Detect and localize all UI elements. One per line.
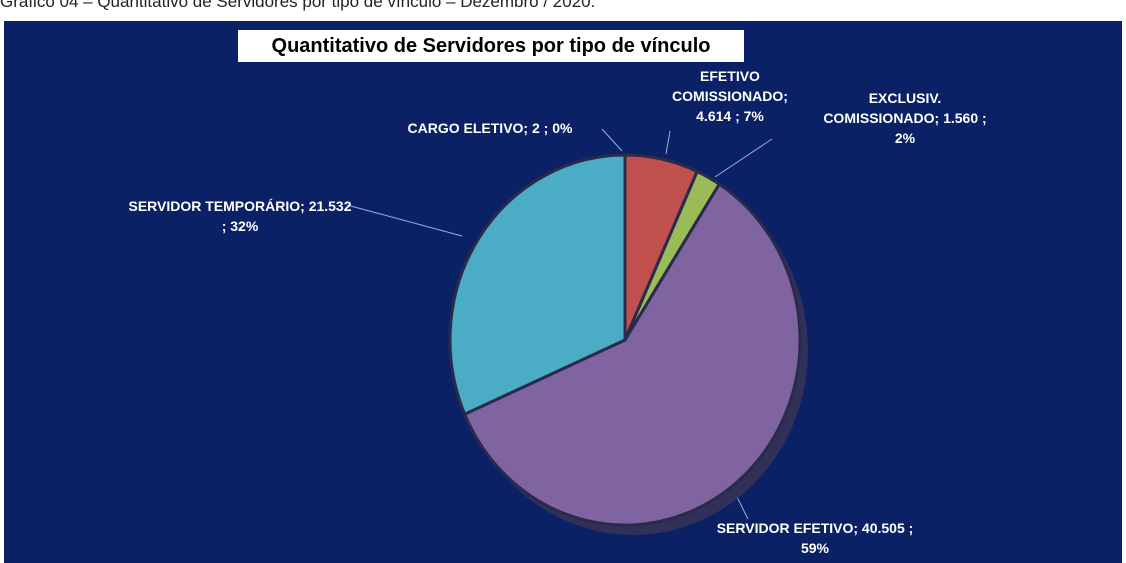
category-label: EFETIVO COMISSIONADO; xyxy=(672,68,788,104)
value-label: 21.532 ; 32% xyxy=(221,198,352,234)
caption: Gráfico 04 – Quantitativo de Servidores … xyxy=(0,0,596,11)
category-label: EXCLUSIV. COMISSIONADO; xyxy=(823,90,942,126)
chart xyxy=(2,19,1124,563)
value-label: 40.505 ; 59% xyxy=(800,520,914,556)
value-label: 2 ; 0% xyxy=(531,120,573,136)
chart-title: Quantitativo de Servidores por tipo de v… xyxy=(238,30,744,62)
value-label: 4.614 ; 7% xyxy=(696,108,764,124)
pie-slice xyxy=(463,182,802,527)
data-label: SERVIDOR TEMPORÁRIO; 21.532 ; 32% xyxy=(125,196,355,236)
data-label: EXCLUSIV. COMISSIONADO; 1.560 ; 2% xyxy=(820,88,990,148)
pie-slice xyxy=(448,153,627,416)
category-label: CARGO ELETIVO; xyxy=(407,120,529,136)
category-label: SERVIDOR TEMPORÁRIO; xyxy=(128,198,305,214)
data-label: CARGO ELETIVO; 2 ; 0% xyxy=(340,118,640,138)
value-label: 1.560 ; 2% xyxy=(894,110,987,146)
leader-lines xyxy=(346,128,773,520)
data-label: SERVIDOR EFETIVO; 40.505 ; 59% xyxy=(715,518,915,558)
data-label: EFETIVO COMISSIONADO; 4.614 ; 7% xyxy=(665,66,795,126)
category-label: SERVIDOR EFETIVO; xyxy=(716,520,859,536)
